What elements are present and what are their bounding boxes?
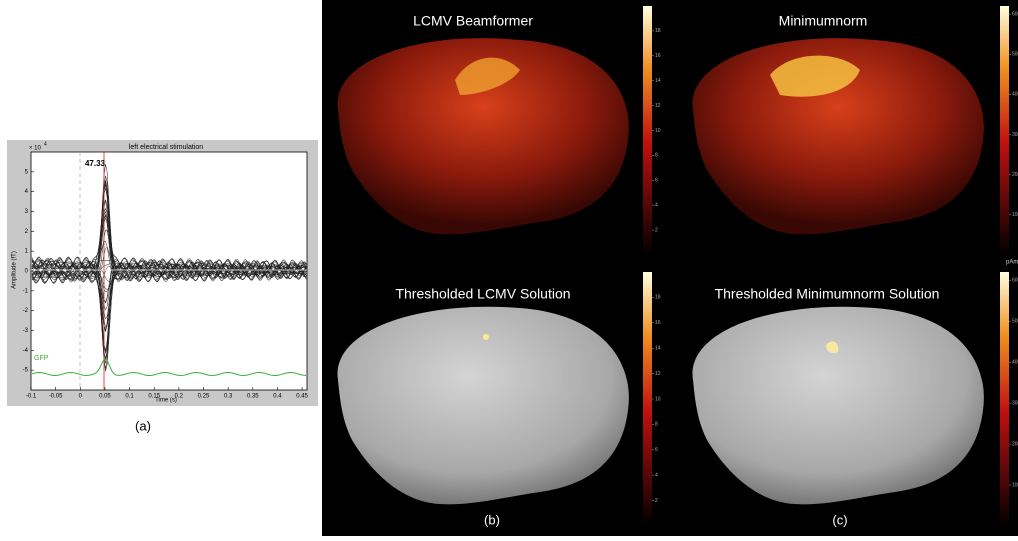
x-tick-label: 0.35	[247, 394, 259, 400]
colorbar-tick-label: 2000	[1012, 441, 1018, 447]
x-tick-label: 0.05	[99, 394, 111, 400]
y-tick-label: -3	[23, 328, 29, 334]
colorbar-tick-label: 3000	[1012, 132, 1018, 138]
colorbar-tick-label: 8	[655, 153, 658, 159]
colorbar-unit: pAm	[1006, 260, 1018, 266]
colorbar-tick-label: 3000	[1012, 400, 1018, 406]
caption: (c)	[832, 512, 847, 527]
y-tick-label: 1	[25, 249, 29, 255]
colorbar-tick-label: 4	[655, 203, 658, 209]
colorbar-tick-label: 8	[655, 422, 658, 428]
brain-surface	[337, 306, 629, 505]
peak-label: 47.33	[85, 159, 106, 168]
colorbar-tick-label: 16	[655, 53, 661, 59]
activation	[770, 55, 860, 97]
activation	[455, 57, 520, 95]
colorbar-tick-label: 6000	[1012, 11, 1018, 17]
waveform	[31, 246, 307, 284]
waveforms	[31, 152, 307, 390]
gfp-label: GFP	[34, 355, 49, 362]
y-tick-label: 0	[25, 269, 29, 275]
x-tick-label: 0.25	[198, 394, 210, 400]
panel-title: LCMV Beamformer	[413, 13, 533, 29]
y-multiplier-power: 4	[44, 141, 47, 147]
y-tick-label: -5	[23, 368, 29, 374]
colorbar-tick-label: 4	[655, 473, 658, 479]
x-tick-label: 0.45	[296, 394, 308, 400]
y-tick-label: 4	[25, 189, 29, 195]
brain-surface	[337, 38, 629, 235]
colorbar-tick-label: 6	[655, 447, 658, 453]
x-tick-label: 0.1	[125, 394, 134, 400]
colorbar-tick-label: 1000	[1012, 212, 1018, 218]
waveform	[31, 261, 307, 359]
colorbar-tick-label: 2	[655, 227, 658, 233]
x-tick-label: 0.4	[273, 394, 282, 400]
brain-surface	[692, 38, 984, 235]
panel-title: Minimumnorm	[779, 13, 868, 29]
plot-title: left electrical stimulation	[129, 144, 203, 151]
waveform	[31, 229, 307, 283]
colorbar-tick-label: 18	[655, 28, 661, 34]
colorbar	[643, 272, 652, 526]
y-tick-label: -4	[23, 348, 29, 354]
waveform	[31, 260, 307, 353]
brain-surface	[692, 306, 984, 505]
x-tick-label: -0.05	[49, 394, 63, 400]
x-tick-label: 0	[79, 394, 83, 400]
panel-title: Thresholded LCMV Solution	[395, 286, 570, 302]
waveform	[31, 214, 307, 282]
colorbar-tick-label: 5000	[1012, 52, 1018, 58]
colorbar-tick-label: 16	[655, 320, 661, 326]
waveform	[31, 258, 307, 369]
colorbar-tick-label: 10	[655, 128, 661, 134]
activation	[483, 334, 489, 340]
colorbar	[643, 6, 652, 255]
x-tick-label: -0.1	[26, 394, 37, 400]
colorbar-tick-label: 2	[655, 498, 658, 504]
y-tick-label: -1	[23, 288, 29, 294]
colorbar-tick-label: 6	[655, 178, 658, 184]
waveform	[31, 199, 307, 281]
colorbar-tick-label: 2000	[1012, 172, 1018, 178]
x-axis-label: Time (s)	[155, 398, 177, 404]
y-multiplier: × 10	[29, 146, 42, 152]
y-axis-label: Amplitude (fT)	[12, 251, 18, 289]
waveform	[31, 257, 307, 304]
colorbar-tick-label: 4000	[1012, 92, 1018, 98]
colorbar-tick-label: 14	[655, 78, 661, 84]
y-tick-label: 3	[25, 209, 29, 215]
waveform	[31, 261, 307, 293]
panel-title: Thresholded Minimumnorm Solution	[715, 286, 940, 302]
colorbar-tick-label: 12	[655, 371, 661, 377]
colorbar-tick-label: 10	[655, 396, 661, 402]
x-tick-label: 0.2	[175, 394, 184, 400]
x-tick-label: 0.15	[148, 394, 160, 400]
waveform	[31, 262, 307, 364]
caption: (a)	[135, 418, 151, 433]
y-tick-label: -2	[23, 308, 29, 314]
colorbar-tick-label: 14	[655, 346, 661, 352]
colorbar	[1000, 272, 1009, 526]
gfp-curve	[31, 358, 307, 377]
activation	[826, 341, 839, 354]
colorbar-tick-label: 6000	[1012, 278, 1018, 284]
colorbar-tick-label: 18	[655, 295, 661, 301]
colorbar	[1000, 6, 1009, 255]
y-tick-label: 2	[25, 229, 29, 235]
colorbar-tick-label: 5000	[1012, 318, 1018, 324]
caption: (b)	[484, 512, 500, 527]
y-tick-label: 5	[25, 169, 29, 175]
colorbar-tick-label: 1000	[1012, 482, 1018, 488]
colorbar-tick-label: 4000	[1012, 359, 1018, 365]
colorbar-tick-label: 12	[655, 103, 661, 109]
x-tick-label: 0.3	[224, 394, 233, 400]
